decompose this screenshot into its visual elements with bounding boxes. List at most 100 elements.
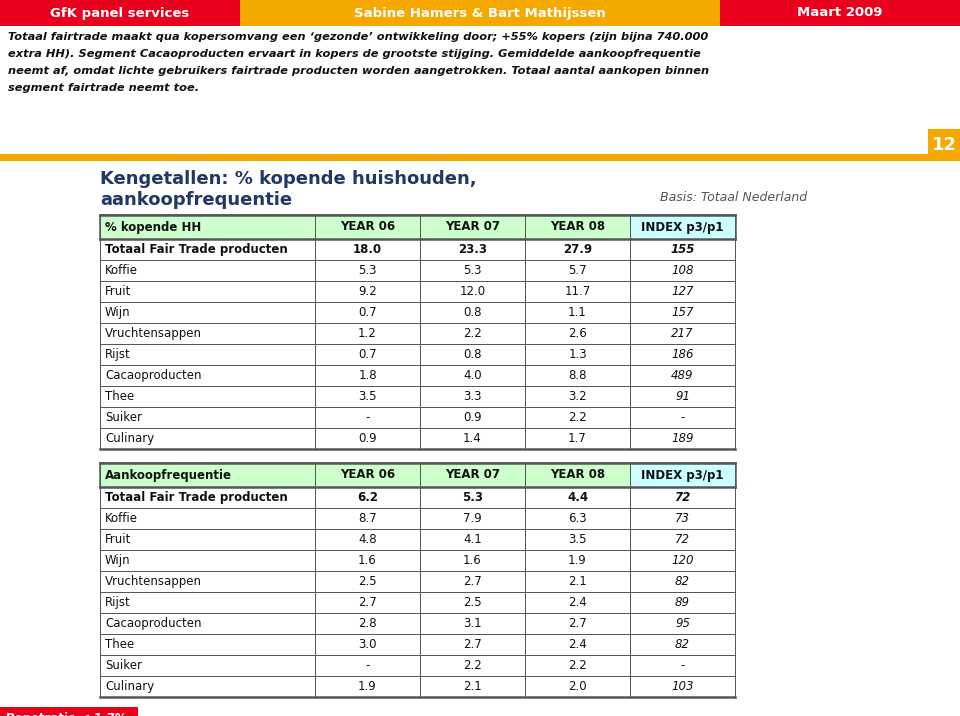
Bar: [100, 550, 315, 571]
Text: Totaal Fair Trade producten: Totaal Fair Trade producten: [105, 243, 288, 256]
Bar: [420, 215, 525, 239]
Bar: [525, 508, 630, 529]
Bar: [720, 0, 960, 26]
Bar: [630, 386, 735, 407]
Bar: [525, 676, 630, 697]
Bar: [100, 365, 315, 386]
Bar: [315, 260, 420, 281]
Bar: [630, 239, 735, 260]
Text: Vruchtensappen: Vruchtensappen: [105, 575, 202, 588]
Text: 95: 95: [675, 617, 690, 630]
Text: 1.6: 1.6: [463, 554, 482, 567]
Bar: [630, 529, 735, 550]
Text: 0.7: 0.7: [358, 348, 377, 361]
Text: 3.3: 3.3: [464, 390, 482, 403]
Bar: [315, 365, 420, 386]
Text: 8.8: 8.8: [568, 369, 587, 382]
Text: 2.2: 2.2: [568, 659, 587, 672]
Text: 1.8: 1.8: [358, 369, 377, 382]
Text: 103: 103: [671, 680, 694, 693]
Text: YEAR 07: YEAR 07: [445, 468, 500, 481]
Bar: [525, 365, 630, 386]
Bar: [315, 239, 420, 260]
Text: Rijst: Rijst: [105, 596, 131, 609]
Text: Kengetallen: % kopende huishouden,: Kengetallen: % kopende huishouden,: [100, 170, 476, 188]
Text: 217: 217: [671, 327, 694, 340]
Bar: [100, 260, 315, 281]
Bar: [630, 655, 735, 676]
Bar: [525, 655, 630, 676]
Text: 5.3: 5.3: [462, 491, 483, 504]
Text: Suiker: Suiker: [105, 411, 142, 424]
Text: 4.8: 4.8: [358, 533, 377, 546]
Text: 89: 89: [675, 596, 690, 609]
Bar: [315, 463, 420, 487]
Text: 72: 72: [675, 533, 690, 546]
Text: 0.7: 0.7: [358, 306, 377, 319]
Bar: [420, 365, 525, 386]
Bar: [630, 676, 735, 697]
Bar: [420, 634, 525, 655]
Bar: [420, 260, 525, 281]
Bar: [525, 260, 630, 281]
Text: 2.7: 2.7: [358, 596, 377, 609]
Bar: [420, 529, 525, 550]
Text: Thee: Thee: [105, 638, 134, 651]
Text: 2.2: 2.2: [463, 327, 482, 340]
Text: 1.1: 1.1: [568, 306, 587, 319]
Text: 12.0: 12.0: [460, 285, 486, 298]
Text: Vruchtensappen: Vruchtensappen: [105, 327, 202, 340]
Text: extra HH). Segment Cacaoproducten ervaart in kopers de grootste stijging. Gemidd: extra HH). Segment Cacaoproducten ervaar…: [8, 49, 701, 59]
Text: 2.5: 2.5: [358, 575, 377, 588]
Text: 7.9: 7.9: [463, 512, 482, 525]
Bar: [315, 407, 420, 428]
Text: 9.2: 9.2: [358, 285, 377, 298]
Bar: [420, 407, 525, 428]
Bar: [100, 407, 315, 428]
Bar: [420, 302, 525, 323]
Text: -: -: [366, 659, 370, 672]
Bar: [525, 281, 630, 302]
Bar: [100, 634, 315, 655]
Text: YEAR 06: YEAR 06: [340, 221, 396, 233]
Bar: [420, 550, 525, 571]
Text: 73: 73: [675, 512, 690, 525]
Text: 1.3: 1.3: [568, 348, 587, 361]
Text: YEAR 06: YEAR 06: [340, 468, 396, 481]
Bar: [100, 386, 315, 407]
Bar: [420, 508, 525, 529]
Text: 2.6: 2.6: [568, 327, 587, 340]
Bar: [100, 571, 315, 592]
Bar: [315, 655, 420, 676]
Bar: [315, 215, 420, 239]
Bar: [0, 0, 240, 26]
Bar: [100, 344, 315, 365]
Bar: [630, 407, 735, 428]
Bar: [630, 487, 735, 508]
Text: 2.1: 2.1: [568, 575, 587, 588]
Text: 186: 186: [671, 348, 694, 361]
Bar: [630, 508, 735, 529]
Bar: [525, 487, 630, 508]
Bar: [630, 634, 735, 655]
Bar: [525, 215, 630, 239]
Bar: [420, 281, 525, 302]
Bar: [420, 323, 525, 344]
Bar: [525, 302, 630, 323]
Bar: [100, 487, 315, 508]
Text: 4.0: 4.0: [463, 369, 482, 382]
Text: -: -: [681, 411, 684, 424]
Bar: [315, 676, 420, 697]
Text: 189: 189: [671, 432, 694, 445]
Text: 157: 157: [671, 306, 694, 319]
Text: Fruit: Fruit: [105, 285, 132, 298]
Bar: [315, 592, 420, 613]
Text: Cacaoproducten: Cacaoproducten: [105, 369, 202, 382]
Bar: [630, 215, 735, 239]
Text: 4.1: 4.1: [463, 533, 482, 546]
Text: 12: 12: [931, 136, 956, 154]
Bar: [630, 613, 735, 634]
Text: Suiker: Suiker: [105, 659, 142, 672]
Bar: [630, 323, 735, 344]
Text: GfK panel services: GfK panel services: [50, 6, 190, 19]
